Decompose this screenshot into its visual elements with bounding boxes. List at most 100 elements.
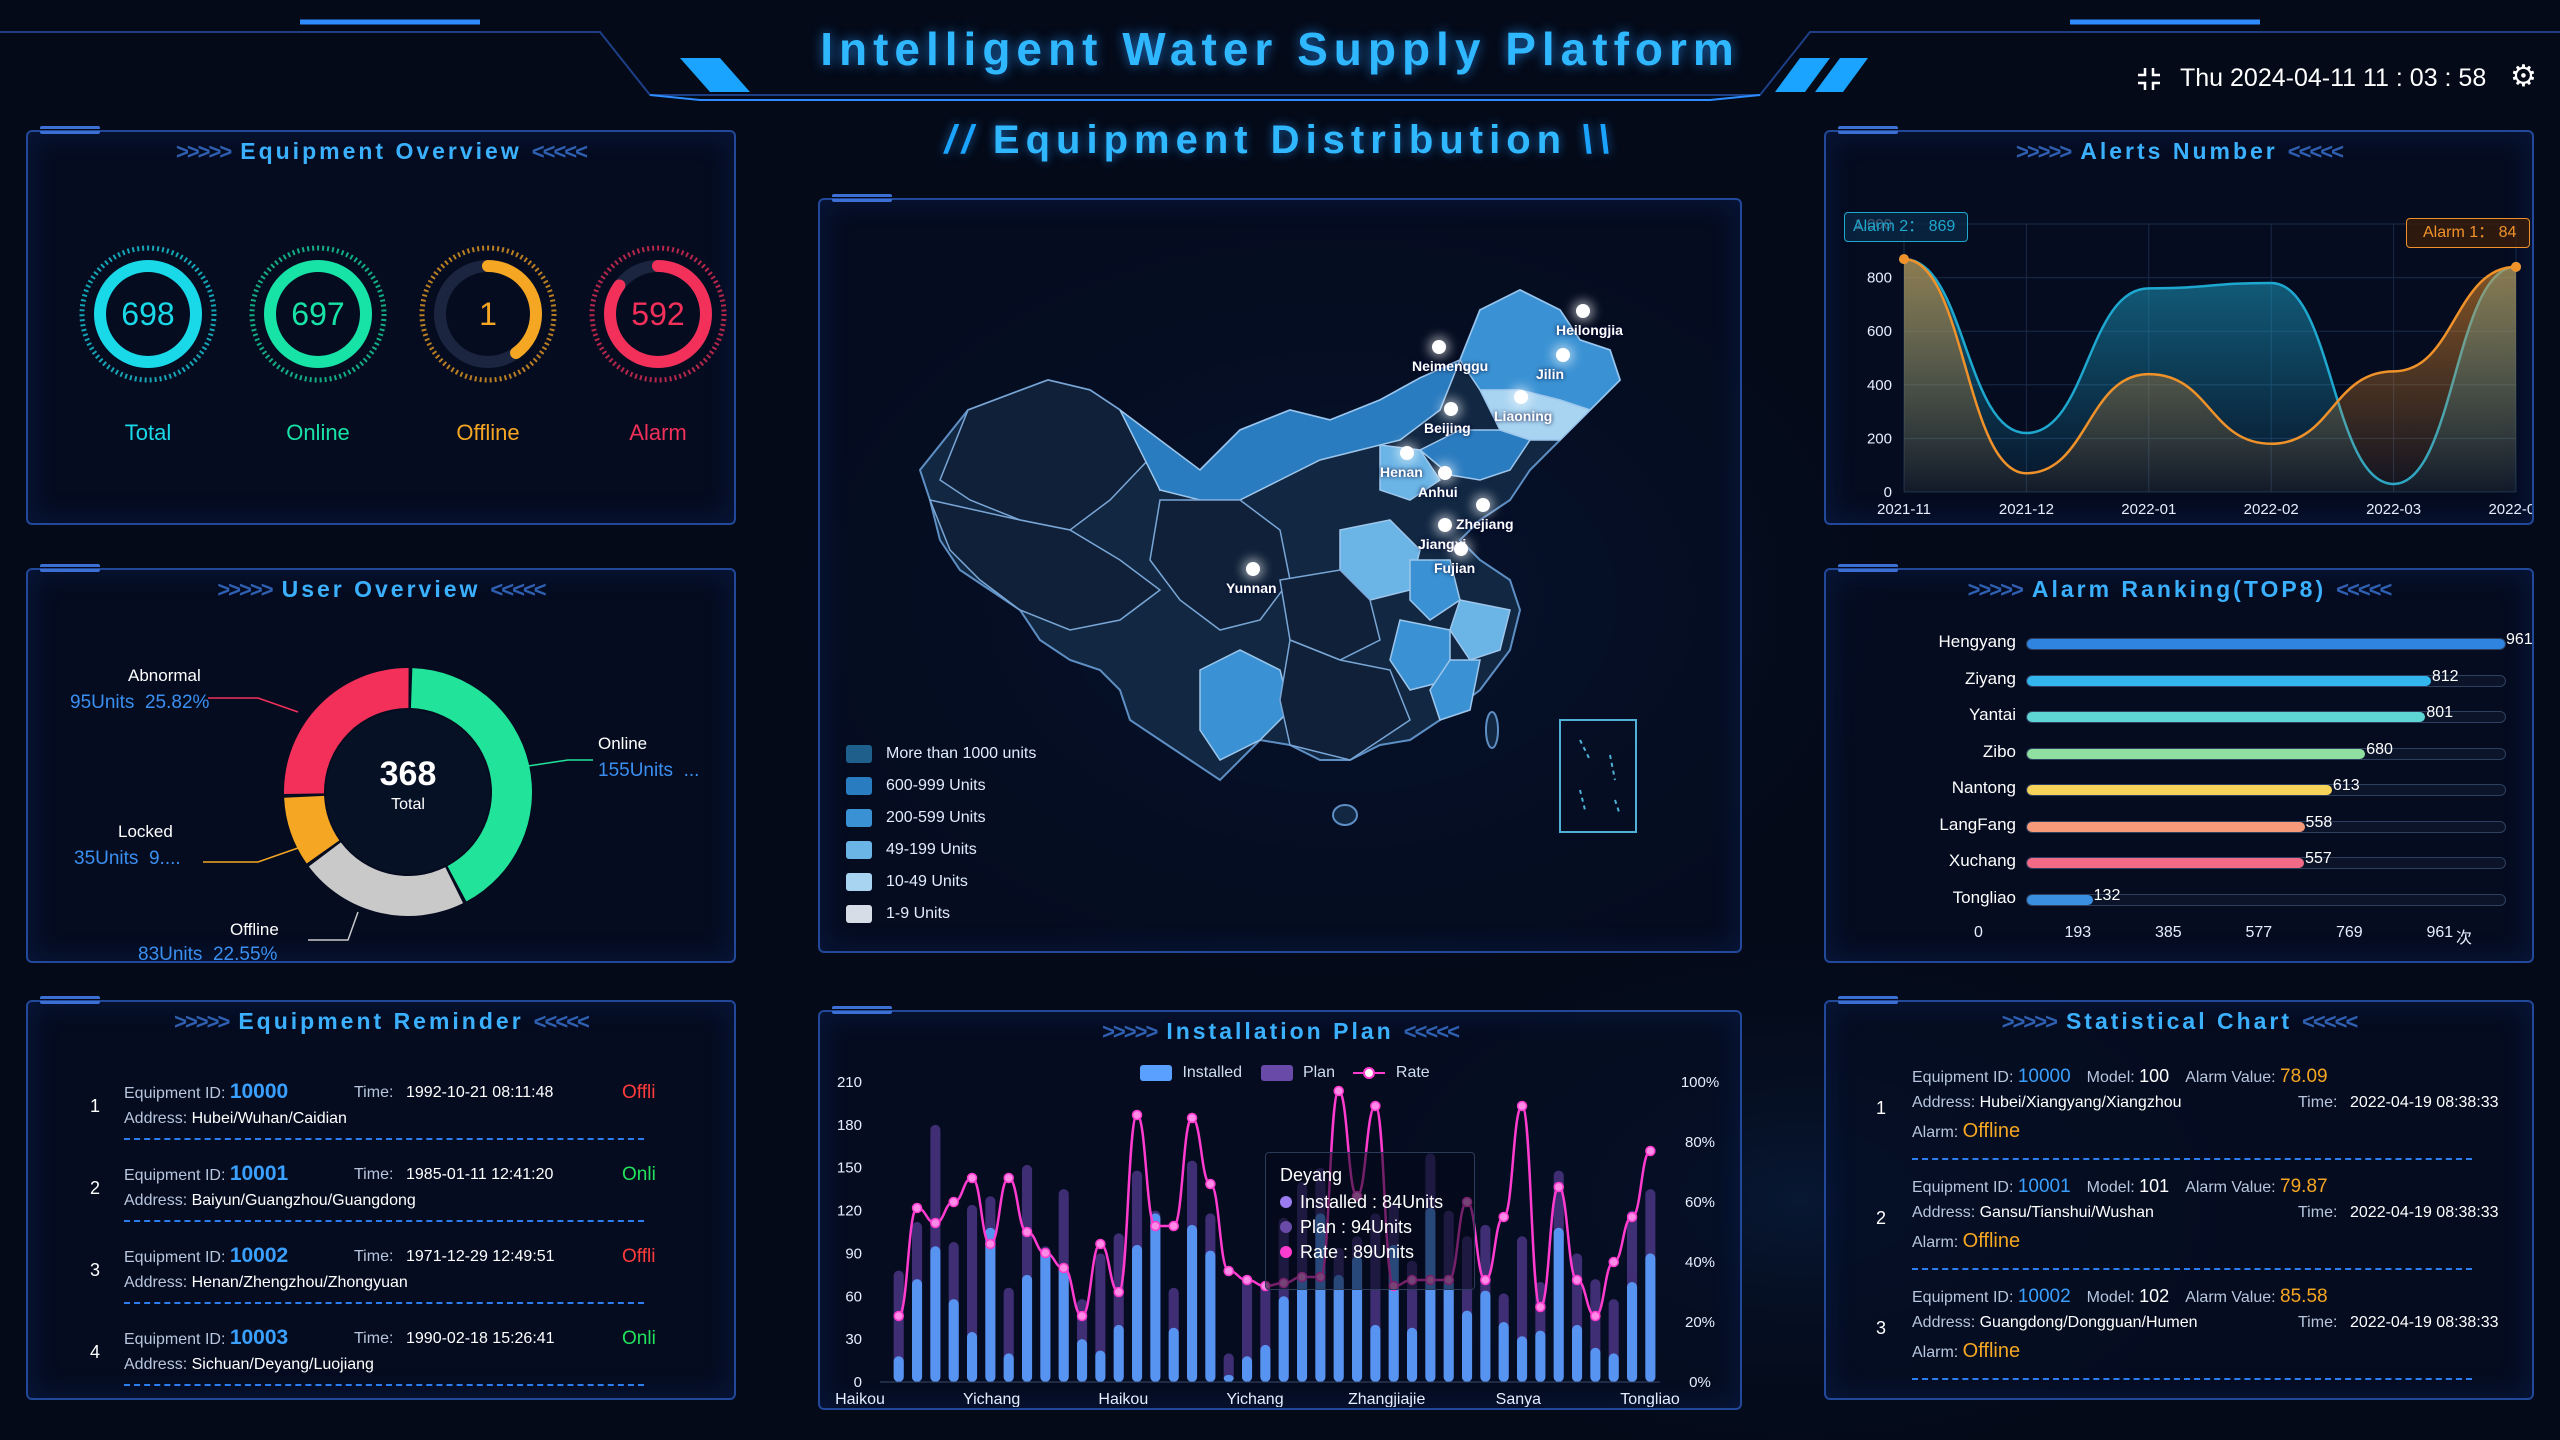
- rate-point[interactable]: [1241, 1274, 1253, 1286]
- rate-point[interactable]: [1333, 1085, 1344, 1097]
- plan-bar[interactable]: [1242, 1274, 1253, 1382]
- installed-bar[interactable]: [1627, 1282, 1638, 1382]
- legend-rate-swatch[interactable]: [1353, 1065, 1386, 1081]
- map-marker-jilin[interactable]: [1556, 348, 1570, 362]
- installed-bar[interactable]: [912, 1279, 923, 1382]
- plan-bar[interactable]: [893, 1270, 904, 1382]
- statistical-row[interactable]: 2 Equipment ID: 10001 Model: 101 Alarm Valu…: [1826, 1172, 2526, 1282]
- rate-point[interactable]: [1095, 1238, 1106, 1250]
- reminder-row[interactable]: 3 Equipment ID: 10002 Time: 1971-12-29 12:4…: [28, 1236, 728, 1316]
- ranking-row[interactable]: LangFang 558: [1826, 814, 2526, 839]
- installed-bar[interactable]: [1150, 1213, 1161, 1382]
- map-marker-neimenggu[interactable]: [1432, 340, 1446, 354]
- installed-bar[interactable]: [1278, 1296, 1289, 1382]
- ranking-row[interactable]: Xuchang 557: [1826, 850, 2526, 875]
- installed-bar[interactable]: [1572, 1324, 1583, 1382]
- statistical-row[interactable]: 3 Equipment ID: 10002 Model: 102 Alarm Valu…: [1826, 1282, 2526, 1392]
- installed-bar[interactable]: [948, 1299, 959, 1382]
- ranking-row[interactable]: Nantong 613: [1826, 777, 2526, 802]
- fullscreen-collapse-icon[interactable]: [2136, 66, 2162, 92]
- rate-point[interactable]: [1223, 1265, 1234, 1277]
- installed-bar[interactable]: [1462, 1310, 1473, 1382]
- map-legend-item[interactable]: 200-599 Units: [846, 809, 986, 827]
- installed-bar[interactable]: [1223, 1374, 1234, 1382]
- installed-bar[interactable]: [1058, 1264, 1069, 1382]
- installed-bar[interactable]: [1297, 1274, 1308, 1382]
- installed-bar[interactable]: [1022, 1274, 1033, 1382]
- rate-point[interactable]: [1553, 1181, 1564, 1193]
- installed-bar[interactable]: [1132, 1244, 1143, 1382]
- rate-point[interactable]: [911, 1202, 923, 1214]
- rate-point[interactable]: [893, 1310, 904, 1322]
- installed-bar[interactable]: [1553, 1227, 1564, 1382]
- installed-bar[interactable]: [1095, 1350, 1106, 1382]
- rate-point[interactable]: [1186, 1112, 1198, 1124]
- map-marker-beijing[interactable]: [1444, 402, 1458, 416]
- rate-point[interactable]: [1498, 1211, 1509, 1223]
- ranking-row[interactable]: Tongliao 132: [1826, 887, 2526, 912]
- rate-point[interactable]: [1480, 1274, 1491, 1286]
- rate-point[interactable]: [1003, 1172, 1014, 1184]
- ranking-row[interactable]: Hengyang 961: [1826, 631, 2532, 656]
- rate-point[interactable]: [966, 1172, 978, 1184]
- donut-segment-abnormal[interactable]: [284, 668, 409, 795]
- rate-point[interactable]: [1113, 1286, 1124, 1298]
- ranking-row[interactable]: Zibo 680: [1826, 741, 2526, 766]
- plan-bar[interactable]: [1223, 1353, 1234, 1382]
- installed-bar[interactable]: [1498, 1322, 1509, 1382]
- map-legend-item[interactable]: 49-199 Units: [846, 841, 977, 859]
- map-marker-heilongjia[interactable]: [1576, 304, 1590, 318]
- installed-bar[interactable]: [1242, 1356, 1253, 1382]
- stat-equipment-id[interactable]: 10002: [2017, 1286, 2071, 1307]
- rate-point[interactable]: [1168, 1220, 1179, 1232]
- gear-icon[interactable]: ⚙: [2510, 60, 2537, 93]
- legend-rate-label[interactable]: Rate: [1395, 1064, 1430, 1081]
- legend-plan-swatch[interactable]: [1260, 1064, 1293, 1081]
- donut-segment-locked[interactable]: [284, 795, 340, 864]
- installed-bar[interactable]: [893, 1356, 904, 1382]
- map-marker-liaoning[interactable]: [1514, 390, 1528, 404]
- map-marker-fujian[interactable]: [1454, 542, 1468, 556]
- installed-bar[interactable]: [1517, 1336, 1528, 1382]
- rate-point[interactable]: [1021, 1226, 1033, 1238]
- rate-point[interactable]: [948, 1196, 959, 1208]
- reminder-equipment-id[interactable]: 10002: [229, 1244, 289, 1267]
- rate-point[interactable]: [1535, 1301, 1546, 1313]
- rate-point[interactable]: [930, 1217, 941, 1229]
- rate-point[interactable]: [1608, 1256, 1619, 1268]
- rate-point[interactable]: [1571, 1274, 1583, 1286]
- rate-point[interactable]: [1590, 1310, 1601, 1322]
- installed-bar[interactable]: [1443, 1279, 1454, 1382]
- alerts-point[interactable]: [1899, 254, 1909, 265]
- installed-bar[interactable]: [1260, 1344, 1271, 1382]
- rate-point[interactable]: [1040, 1247, 1051, 1259]
- reminder-equipment-id[interactable]: 10001: [229, 1162, 289, 1185]
- installed-bar[interactable]: [1590, 1347, 1601, 1382]
- installed-bar[interactable]: [985, 1227, 996, 1382]
- map-legend-item[interactable]: 10-49 Units: [846, 873, 968, 891]
- rate-point[interactable]: [1645, 1145, 1656, 1157]
- installed-bar[interactable]: [1003, 1353, 1014, 1382]
- installed-bar[interactable]: [1113, 1324, 1124, 1382]
- alerts-point[interactable]: [2511, 261, 2521, 272]
- rate-point[interactable]: [1150, 1220, 1161, 1232]
- installed-bar[interactable]: [1040, 1250, 1051, 1382]
- rate-point[interactable]: [1076, 1310, 1088, 1322]
- rate-point[interactable]: [1131, 1109, 1143, 1121]
- map-marker-yunnan[interactable]: [1246, 562, 1260, 576]
- map-legend-item[interactable]: More than 1000 units: [846, 745, 1036, 763]
- map-marker-zhejiang[interactable]: [1476, 498, 1490, 512]
- rate-point[interactable]: [985, 1238, 996, 1250]
- stat-equipment-id[interactable]: 10001: [2017, 1176, 2071, 1197]
- ranking-row[interactable]: Ziyang 812: [1826, 668, 2526, 693]
- map-marker-anhui[interactable]: [1438, 466, 1452, 480]
- legend-installed-swatch[interactable]: [1140, 1064, 1172, 1081]
- rate-point[interactable]: [1205, 1178, 1216, 1190]
- installed-bar[interactable]: [1407, 1327, 1418, 1382]
- installed-bar[interactable]: [1370, 1324, 1381, 1382]
- stat-equipment-id[interactable]: 10000: [2017, 1066, 2071, 1087]
- rate-point[interactable]: [1370, 1100, 1381, 1112]
- map-legend-item[interactable]: 600-999 Units: [846, 777, 986, 795]
- ranking-row[interactable]: Yantai 801: [1826, 704, 2526, 729]
- donut-segment-offline[interactable]: [308, 842, 464, 916]
